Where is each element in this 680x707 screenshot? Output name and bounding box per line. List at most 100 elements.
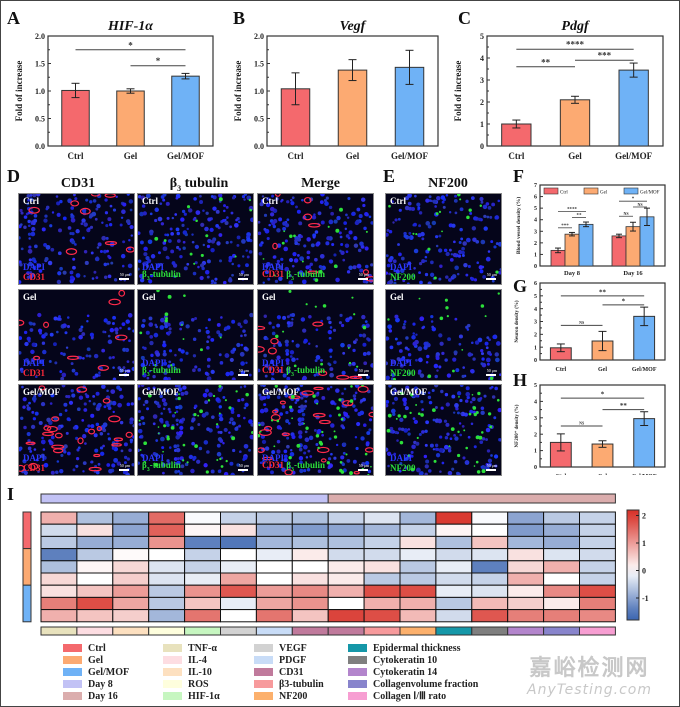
green-signal xyxy=(416,436,419,440)
micrograph-b3-ctrl: Ctrl DAPI β3-tubulin 50 μm xyxy=(137,193,254,285)
scale-bar xyxy=(119,469,129,471)
dapi-nucleus xyxy=(159,391,163,395)
dapi-nucleus xyxy=(462,366,465,369)
dapi-nucleus xyxy=(479,269,484,274)
green-signal xyxy=(251,430,253,434)
dapi-nucleus xyxy=(326,316,331,321)
dapi-nucleus xyxy=(199,194,202,198)
dapi-nucleus xyxy=(82,470,85,473)
dapi-nucleus xyxy=(414,390,419,394)
dapi-nucleus xyxy=(154,323,158,327)
dapi-nucleus xyxy=(356,207,361,212)
heatmap-cell xyxy=(435,511,473,525)
green-signal xyxy=(333,435,338,439)
dapi-nucleus xyxy=(240,343,244,347)
dapi-nucleus xyxy=(33,214,38,218)
dapi-nucleus xyxy=(297,430,303,435)
dapi-nucleus xyxy=(28,197,34,202)
green-signal xyxy=(410,393,414,397)
dapi-nucleus xyxy=(216,241,221,246)
dapi-nucleus xyxy=(264,363,269,368)
dapi-nucleus xyxy=(115,195,118,199)
green-signal xyxy=(207,399,211,402)
dapi-nucleus xyxy=(418,271,422,275)
dapi-nucleus xyxy=(48,359,52,363)
dapi-nucleus xyxy=(258,393,262,397)
dapi-nucleus xyxy=(296,253,300,257)
dapi-nucleus xyxy=(50,247,55,252)
dapi-nucleus xyxy=(454,403,459,408)
dapi-nucleus xyxy=(438,365,442,369)
dapi-nucleus xyxy=(199,263,205,268)
dapi-nucleus xyxy=(203,463,208,468)
watermark-en: AnyTesting.com xyxy=(527,682,652,698)
cd31-signal xyxy=(270,414,281,422)
dapi-nucleus xyxy=(354,368,358,372)
cd31-signal xyxy=(308,222,321,228)
dapi-nucleus xyxy=(27,446,32,451)
dapi-nucleus xyxy=(472,357,476,361)
dapi-nucleus xyxy=(19,208,23,212)
dapi-nucleus xyxy=(31,226,36,232)
dapi-nucleus xyxy=(140,278,145,283)
green-signal xyxy=(314,305,317,308)
dapi-nucleus xyxy=(465,273,469,277)
dapi-nucleus xyxy=(491,202,496,207)
watermark-cn: 嘉峪检测网 xyxy=(529,656,650,681)
green-signal xyxy=(338,468,343,473)
heatmap-cell xyxy=(76,548,114,562)
dapi-nucleus xyxy=(53,416,58,421)
green-signal xyxy=(194,444,198,448)
dapi-nucleus xyxy=(26,404,29,407)
dapi-nucleus xyxy=(459,433,462,437)
dapi-nucleus xyxy=(272,255,276,259)
dapi-nucleus xyxy=(138,397,141,401)
dapi-nucleus xyxy=(424,272,429,277)
dapi-nucleus xyxy=(174,470,178,474)
dapi-nucleus xyxy=(194,261,198,265)
dapi-nucleus xyxy=(426,354,430,359)
dapi-label: DAPI xyxy=(23,262,45,272)
dapi-nucleus xyxy=(210,369,215,374)
dapi-nucleus xyxy=(223,471,229,475)
dapi-nucleus xyxy=(407,432,411,436)
dapi-nucleus xyxy=(74,371,79,376)
heatmap-cell xyxy=(579,535,616,550)
marker-label: NF200 xyxy=(390,272,416,282)
dapi-nucleus xyxy=(246,237,251,242)
dapi-nucleus xyxy=(147,387,151,391)
dapi-nucleus xyxy=(272,224,277,229)
dapi-nucleus xyxy=(155,401,160,406)
dapi-nucleus xyxy=(300,409,304,413)
panel-letter-f: F xyxy=(513,166,524,186)
dapi-nucleus xyxy=(276,439,281,444)
dapi-nucleus xyxy=(231,421,236,426)
dapi-nucleus xyxy=(411,335,416,340)
green-signal xyxy=(349,471,353,475)
dapi-nucleus xyxy=(197,368,202,372)
dapi-nucleus xyxy=(207,335,211,339)
heatmap-cell xyxy=(40,596,78,611)
dapi-nucleus xyxy=(119,326,122,330)
green-signal xyxy=(195,219,198,223)
dapi-nucleus xyxy=(180,321,184,325)
dapi-nucleus xyxy=(440,389,444,394)
dapi-nucleus xyxy=(194,244,200,250)
dapi-nucleus xyxy=(427,469,432,473)
dapi-nucleus xyxy=(86,320,89,323)
legend-item: TNF-α xyxy=(163,642,220,654)
dapi-nucleus xyxy=(394,314,399,319)
dapi-nucleus xyxy=(325,196,329,200)
dapi-nucleus xyxy=(127,327,131,331)
dapi-nucleus xyxy=(467,352,473,357)
legend-swatch xyxy=(348,680,367,688)
dapi-nucleus xyxy=(415,358,418,362)
dapi-nucleus xyxy=(304,437,310,443)
dapi-nucleus xyxy=(386,361,389,366)
dapi-nucleus xyxy=(206,427,210,431)
heatmap-cell xyxy=(40,535,78,550)
col-title-cd31: CD31 xyxy=(60,176,96,191)
dapi-nucleus xyxy=(315,443,319,447)
dapi-nucleus xyxy=(106,320,111,325)
